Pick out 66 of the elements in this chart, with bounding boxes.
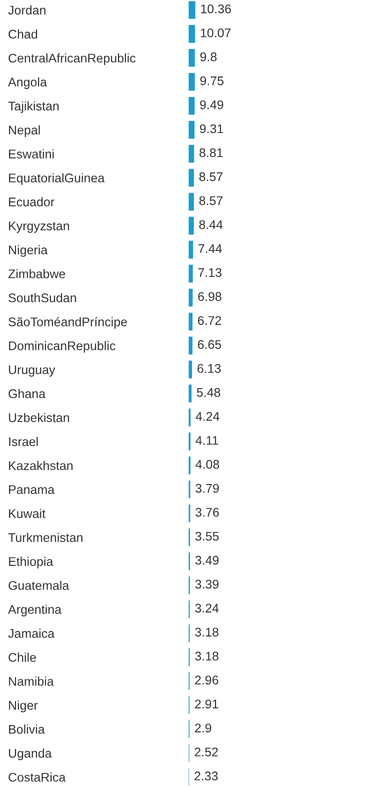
data-label: 10.07 [200, 28, 231, 38]
y-tick-label: Chad [8, 29, 38, 39]
data-label: 6.13 [198, 364, 221, 373]
data-label: 7.44 [198, 244, 222, 253]
y-tick-label: CentralAfricanRepublic [8, 53, 136, 66]
y-tick-label: Nigeria [9, 245, 48, 257]
y-tick-label: Panama [9, 485, 55, 494]
y-tick-label: Kyrgyzstan [9, 222, 70, 233]
y-tick-label: Jordan [8, 5, 46, 15]
y-tick-label: Kuwait [9, 508, 46, 518]
data-label: 9.49 [200, 100, 224, 110]
y-tick-label: Uruguay [8, 365, 56, 377]
data-label: 2.52 [194, 748, 218, 756]
data-label: 3.55 [195, 532, 219, 541]
data-label: 3.24 [195, 604, 219, 613]
data-label: 3.49 [195, 556, 219, 565]
data-label: 8.57 [199, 172, 222, 182]
data-label: 8.81 [200, 148, 223, 158]
y-tick-label: Guatemala [8, 580, 70, 590]
data-label: 8.57 [199, 196, 222, 206]
y-tick-label: Turkmenistan [8, 532, 82, 542]
data-label: 7.13 [198, 268, 222, 277]
y-tick-label: Nepal [9, 125, 40, 137]
y-tick-label: Tajikistan [8, 101, 59, 113]
data-label: 2.33 [194, 772, 218, 780]
data-label: 2.91 [195, 700, 218, 708]
data-label: 3.18 [195, 652, 218, 661]
y-tick-label: Zimbabwe [8, 269, 66, 278]
data-label: 6.72 [198, 316, 222, 325]
y-tick-label: Jamaica [8, 628, 55, 638]
y-tick-label: Niger [9, 700, 38, 712]
data-label: 3.76 [196, 508, 219, 517]
y-tick-label: Namibia [9, 676, 54, 686]
y-tick-label: CostaRica [8, 772, 66, 782]
data-label: 5.48 [196, 388, 220, 397]
y-tick-label: Eswatini [9, 149, 54, 158]
y-tick-label: Chile [8, 652, 36, 662]
data-label: 6.98 [198, 292, 222, 301]
data-label: 2.96 [195, 676, 218, 685]
y-tick-label: Angola [8, 77, 47, 89]
y-tick-label: SãoToméandPríncipe [8, 316, 127, 329]
data-label: 9.8 [200, 52, 217, 62]
data-label: 10.36 [201, 4, 231, 14]
y-tick-label: Ethiopia [9, 556, 54, 568]
y-tick-label: Israel [9, 436, 38, 446]
data-label: 2.9 [195, 724, 212, 732]
y-tick-label: DominicanRepublic [9, 341, 116, 353]
y-tick-label: Kazakhstan [9, 460, 73, 470]
data-label: 3.79 [196, 484, 219, 493]
data-label: 3.18 [195, 628, 218, 637]
y-tick-label: Uganda [8, 748, 52, 760]
data-label: 8.44 [199, 220, 223, 230]
y-tick-label: Ecuador [9, 197, 54, 206]
y-tick-label: Bolivia [9, 724, 45, 734]
data-label: 4.11 [196, 436, 218, 445]
y-tick-label: EquatorialGuinea [9, 173, 105, 185]
y-tick-label: Argentina [8, 604, 62, 616]
data-label: 3.39 [195, 580, 219, 589]
y-tick-label: Ghana [8, 388, 46, 398]
data-label: 9.75 [200, 76, 224, 86]
data-label: 6.65 [198, 340, 222, 349]
data-label: 9.31 [200, 124, 224, 134]
data-label: 4.08 [196, 460, 220, 469]
y-tick-label: Uzbekistan [8, 412, 70, 422]
data-label: 4.24 [196, 412, 220, 421]
y-tick-label: SouthSudan [8, 293, 76, 302]
